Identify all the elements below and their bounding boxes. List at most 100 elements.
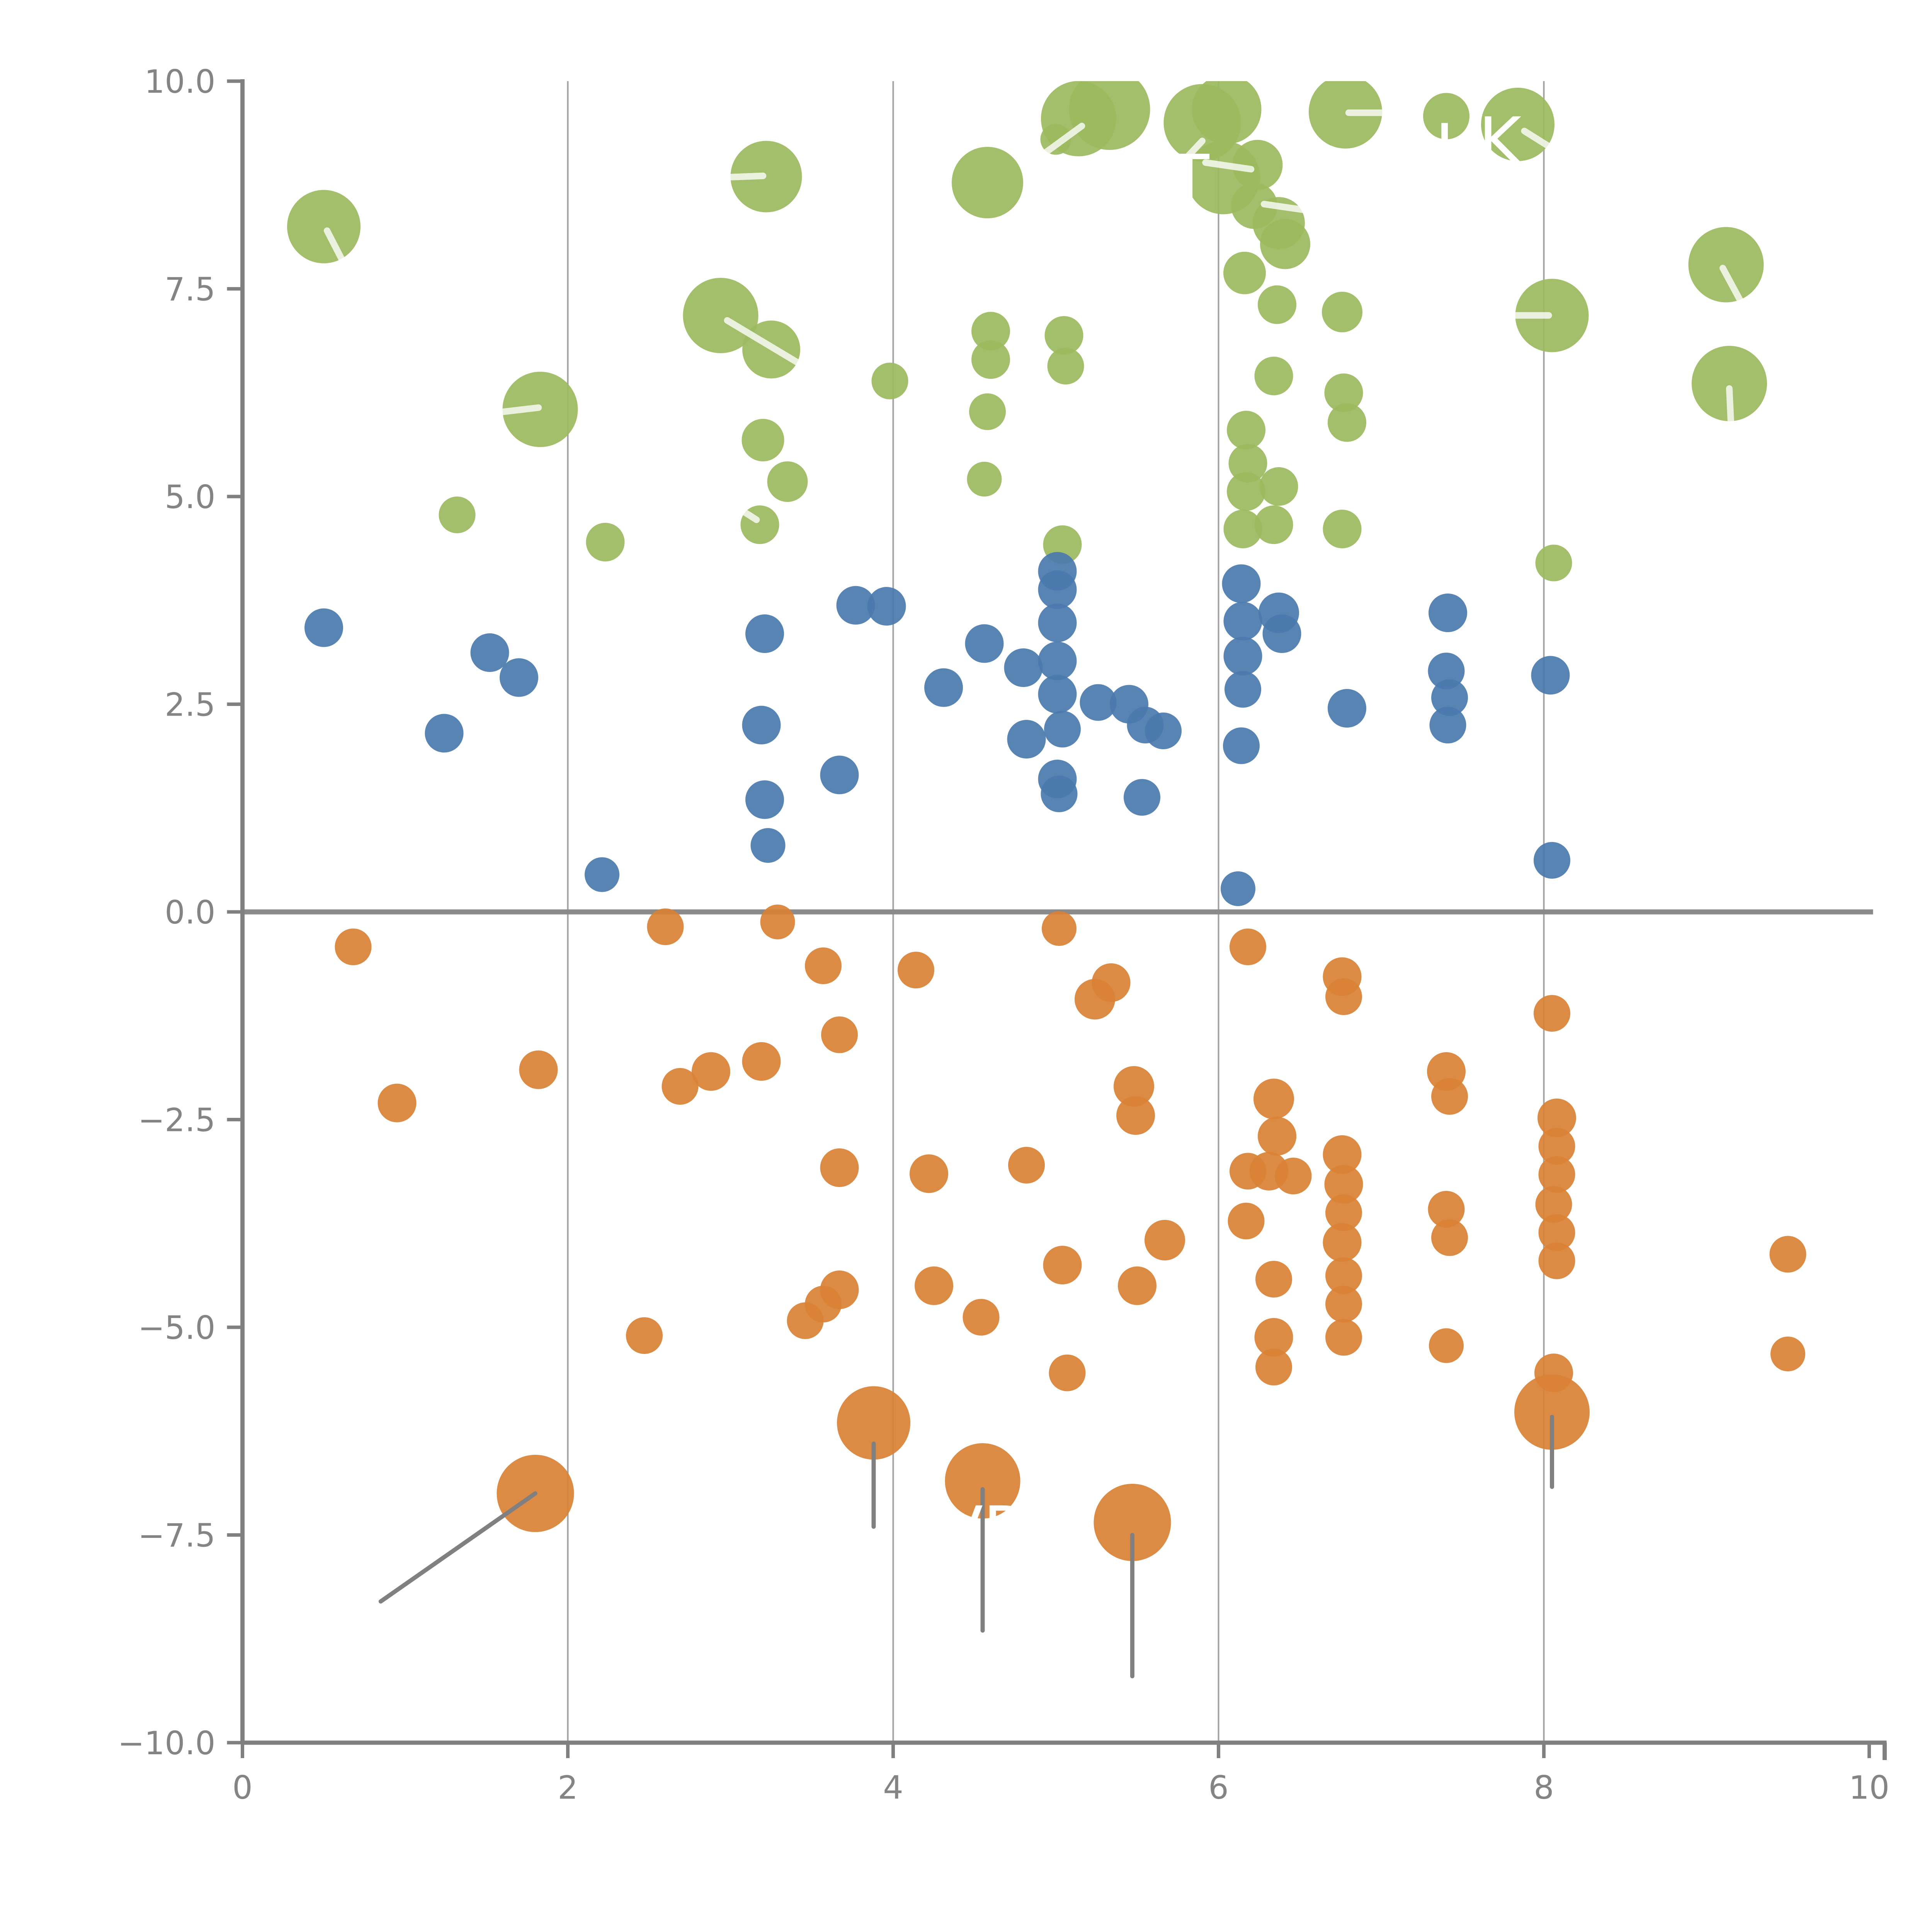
y-tick-label: 10.0: [145, 63, 216, 100]
bubble-orange: [1116, 1096, 1155, 1135]
bubble-blue: [1007, 720, 1046, 759]
bubble-orange: [1145, 1220, 1185, 1260]
bubble-blue: [745, 780, 784, 819]
y-axis: 10.0 7.5 5.0 2.5 0.0 −2.5 −5.0 −7.5 −10.0: [118, 63, 243, 1762]
bubble-blue: [1531, 656, 1570, 695]
bubble-orange: [1043, 1246, 1082, 1284]
bubble-orange: [1537, 1099, 1576, 1137]
bubble-orange: [1538, 1242, 1575, 1279]
bubble-green: [742, 419, 784, 461]
needle-line: [323, 227, 347, 266]
y-tick-label: −7.5: [138, 1517, 215, 1554]
bubble-blue: [1534, 842, 1570, 879]
bubble-blue: [1038, 641, 1077, 680]
bubble-blue: [1145, 713, 1182, 749]
bubble-orange: [898, 952, 934, 988]
x-axis: 0 2 4 6 8 10: [232, 1743, 1889, 1806]
needle-line: [1260, 201, 1313, 214]
bubble-blue: [1428, 653, 1465, 689]
y-tick-label: −10.0: [118, 1725, 216, 1762]
bubble-orange: [1258, 1117, 1296, 1156]
bubble-orange: [1538, 1214, 1575, 1251]
bubble-orange: [1323, 1135, 1362, 1174]
needle-line: [493, 404, 542, 416]
bubble-green: [1481, 88, 1554, 161]
bubble-orange: [1534, 995, 1570, 1032]
needle-line: [1719, 265, 1744, 305]
bubble-letter-labels: J T J KVD: [938, 104, 1523, 1569]
needle-line: [724, 317, 806, 369]
needle-line: [1521, 128, 1570, 161]
bubble-green: [683, 278, 759, 353]
bubble-orange: [647, 908, 684, 945]
bubble-orange: [915, 1266, 953, 1305]
bubble-green: [1254, 357, 1293, 395]
bubble-orange: [1255, 1349, 1292, 1386]
bubble-green: [1192, 81, 1262, 144]
bubble-green: [1223, 510, 1262, 548]
bubble-blue: [1038, 604, 1077, 642]
bubble-orange: [1230, 929, 1266, 965]
bubble-green: [1688, 227, 1764, 303]
bubble-blue: [836, 586, 875, 625]
bubble-orange: [1770, 1337, 1805, 1371]
needle-line: [1179, 138, 1206, 165]
bubble-orange: [1255, 1261, 1292, 1298]
bubble-green: [971, 312, 1010, 350]
bubble-green: [1227, 411, 1265, 449]
bubble-orange: [837, 1386, 910, 1460]
bubble-orange: [821, 1016, 858, 1053]
bubble-blue: [500, 658, 538, 697]
bubble-blue: [1431, 679, 1468, 716]
bubble-orange: [662, 1068, 699, 1105]
bubble-blue: [425, 714, 464, 753]
bubble-blue: [867, 587, 906, 626]
bubble-label: T: [1169, 141, 1210, 218]
bubble-green: [871, 362, 908, 400]
bubble-orange: [1323, 1223, 1362, 1262]
needle-line: [1726, 385, 1735, 427]
bubble-orange: [820, 1148, 859, 1187]
bubble-green: [967, 462, 1002, 497]
x-tick-label: 2: [558, 1769, 578, 1806]
bubble-green: [1309, 81, 1382, 149]
needle-line: [1202, 159, 1255, 173]
bubble-green: [1324, 373, 1363, 412]
bubble-blue: [1080, 684, 1117, 721]
bubble-orange: [1429, 1328, 1464, 1363]
bubble-green: [1258, 285, 1296, 324]
bubble-orange: [1254, 1318, 1293, 1357]
bubble-orange: [945, 1443, 1020, 1519]
needle-line: [1033, 122, 1085, 163]
bubble-blue: [1223, 637, 1262, 675]
bubble-green: [1259, 467, 1298, 506]
bubble-blue: [1222, 564, 1261, 603]
bubble-orange: [1325, 1319, 1362, 1356]
y-tick-label: 5.0: [165, 479, 215, 516]
bubble-green: [1692, 346, 1767, 421]
x-tick-label: 10: [1849, 1769, 1889, 1806]
bubble-blue: [750, 828, 786, 863]
bubble-blue: [1429, 707, 1466, 743]
bubble-blue: [304, 608, 343, 647]
bubble-blue: [1004, 648, 1043, 687]
x-tick-label: 8: [1534, 1769, 1554, 1806]
bubble-orange: [1008, 1147, 1045, 1184]
bubble-green: [971, 340, 1010, 379]
bubble-orange: [805, 947, 842, 984]
bubble-orange: [820, 1270, 859, 1309]
bubble-orange: [1538, 1156, 1575, 1193]
bubble-orange: [760, 905, 795, 939]
bubble-orange: [1769, 1236, 1806, 1273]
bubble-green: [767, 461, 808, 502]
bubble-green: [1047, 348, 1084, 384]
bubble-orange: [335, 929, 372, 965]
bubble-blue: [585, 857, 619, 892]
x-tick-label: 4: [883, 1769, 903, 1806]
bubble-orange: [1042, 911, 1077, 946]
bubble-orange: [742, 1042, 781, 1081]
x-tick-label: 0: [232, 1769, 253, 1806]
bubble-orange: [1325, 1286, 1362, 1323]
needle-line: [740, 508, 760, 523]
bubble-green: [1223, 252, 1266, 294]
